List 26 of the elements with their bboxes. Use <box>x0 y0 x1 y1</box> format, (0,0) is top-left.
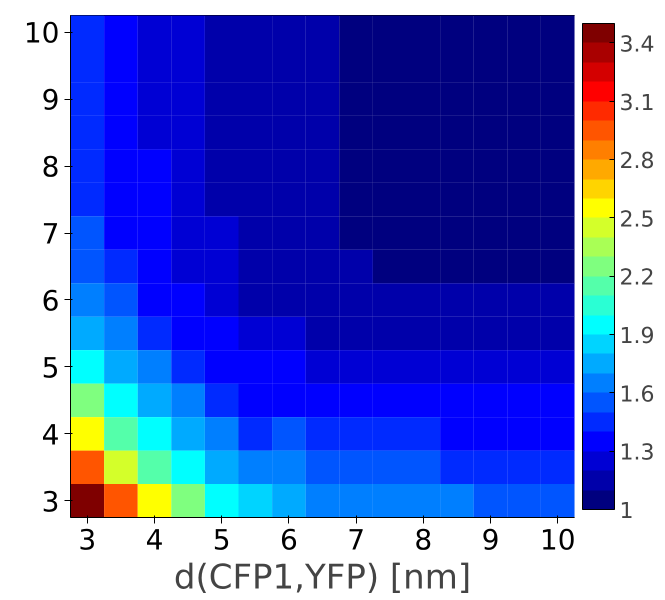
color-bar-label: 2.5 <box>620 207 654 232</box>
x-axis-title: d(CFP1,YFP) [nm] <box>174 558 472 598</box>
x-tick-label: 4 <box>146 524 164 556</box>
color-bar-label: 3.4 <box>620 32 654 58</box>
color-bar-label: 3.1 <box>620 90 654 116</box>
y-tick-label: 5 <box>42 351 60 384</box>
color-bar-label: 2.2 <box>620 266 654 291</box>
x-tick-label: 10 <box>540 524 576 556</box>
y-tick-label: 7 <box>42 218 60 251</box>
color-bar-label: 1.6 <box>620 382 654 408</box>
y-tick-label: 4 <box>42 418 60 452</box>
color-bar-label: 1.9 <box>620 324 654 350</box>
y-tick-label: 10 <box>24 16 60 50</box>
x-tick-label: 7 <box>347 524 366 556</box>
x-tick-label: 9 <box>482 524 500 556</box>
color-bar-label: 1 <box>620 499 634 524</box>
y-tick-label: 8 <box>42 150 60 184</box>
x-tick-label: 8 <box>414 524 432 556</box>
y-tick-label: 3 <box>42 485 60 518</box>
x-tick-label: 3 <box>78 524 96 556</box>
x-tick-label: 6 <box>280 524 298 556</box>
x-tick-label: 5 <box>212 524 231 556</box>
y-tick-label: 6 <box>42 284 60 318</box>
color-bar-label: 2.8 <box>620 149 654 174</box>
y-tick-label: 9 <box>42 84 60 117</box>
color-bar-label: 1.3 <box>620 440 654 466</box>
